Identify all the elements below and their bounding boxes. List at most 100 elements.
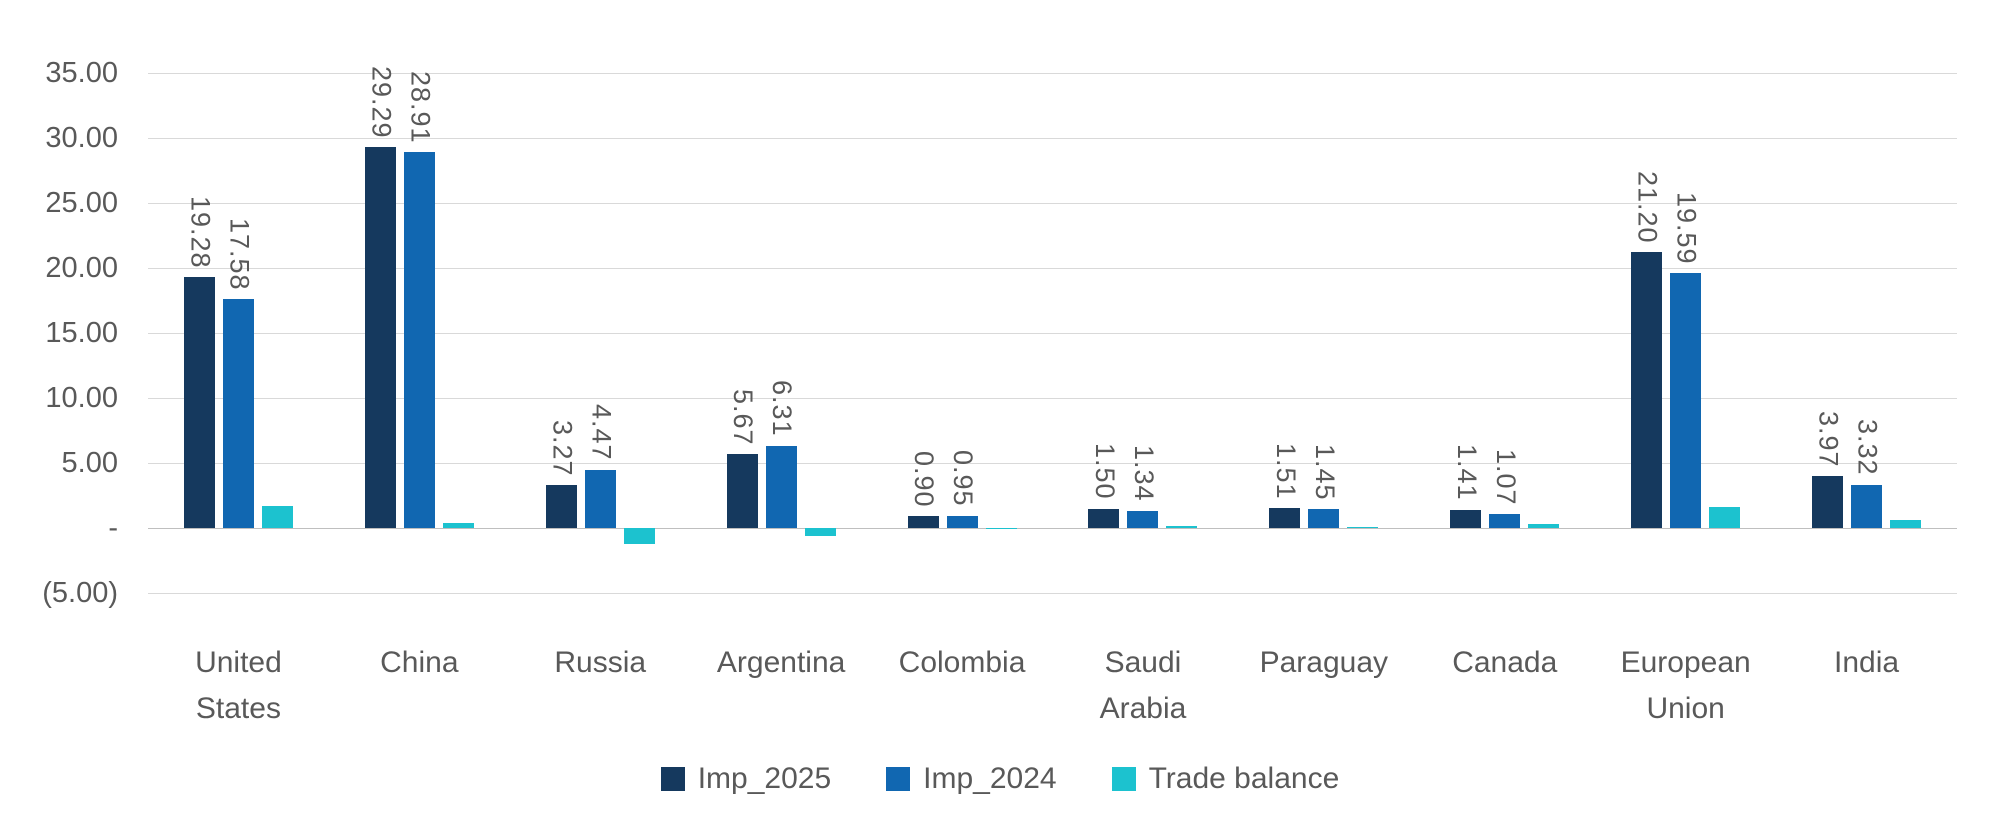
y-axis-tick-label: -	[108, 512, 118, 544]
x-axis-tick-label-line: Colombia	[898, 646, 1026, 679]
bar-imp-2024-paraguay	[1308, 509, 1340, 528]
data-label: 1.51	[1270, 442, 1301, 500]
bar-trade-balance-russia	[623, 528, 655, 544]
y-axis-tick-label: 5.00	[61, 447, 118, 479]
bar-imp-2024-russia	[584, 469, 616, 528]
x-axis-tick-label: Saudi Arabia	[1053, 640, 1234, 732]
x-axis-tick-label-line: Arabia	[1099, 692, 1187, 725]
y-axis-tick-label: 30.00	[45, 122, 118, 154]
legend-swatch-icon	[660, 767, 685, 791]
zero-axis-line	[148, 527, 1957, 529]
bar-imp-2024-united-states	[222, 299, 254, 528]
gridline	[148, 332, 1957, 334]
data-label: 19.28	[185, 195, 216, 269]
legend-label: Imp_2024	[923, 762, 1057, 795]
bar-imp-2025-argentina	[726, 454, 758, 528]
bar-imp-2024-canada	[1489, 514, 1521, 528]
x-axis-tick-label: India	[1776, 640, 1957, 686]
legend-label: Imp_2025	[697, 762, 832, 795]
gridline	[148, 72, 1957, 74]
bar-trade-balance-united-states	[261, 505, 293, 528]
data-label: 4.47	[586, 404, 617, 461]
bar-imp-2025-paraguay	[1269, 508, 1301, 528]
gridline	[148, 137, 1957, 139]
y-axis-tick-label: (5.00)	[42, 577, 118, 609]
y-axis-tick-label: 10.00	[45, 382, 118, 414]
x-axis-tick-label: Russia	[510, 640, 691, 686]
bar-imp-2024-colombia	[946, 515, 978, 528]
bar-trade-balance-paraguay	[1347, 527, 1379, 528]
x-axis-tick-label-line: Canada	[1452, 646, 1558, 679]
x-axis-tick-label: China	[329, 640, 510, 686]
y-axis-tick-label: 15.00	[45, 317, 118, 349]
x-axis-tick-label-line: China	[380, 646, 459, 679]
bar-imp-2024-china	[403, 152, 435, 528]
bar-trade-balance-colombia	[985, 528, 1017, 529]
data-label: 17.58	[224, 217, 255, 291]
bar-imp-2025-china	[364, 147, 396, 528]
y-axis-tick-label: 35.00	[45, 57, 118, 89]
legend-item-imp-2025: Imp_2025	[660, 762, 832, 796]
x-axis-tick-label-line: Paraguay	[1259, 646, 1389, 679]
bar-trade-balance-european-union	[1709, 507, 1741, 528]
bar-imp-2024-saudi-arabia	[1127, 510, 1159, 528]
data-label: 29.29	[366, 65, 397, 139]
x-axis-tick-label-line: Union	[1646, 692, 1725, 725]
x-axis-tick-label-line: European	[1620, 646, 1751, 679]
bar-trade-balance-canada	[1528, 523, 1560, 528]
data-label: 1.45	[1309, 443, 1340, 501]
x-axis: United States China Russia Argentina Colombia…	[148, 640, 1957, 740]
data-label: 1.07	[1490, 448, 1521, 506]
data-label: 0.90	[909, 450, 940, 508]
gridline	[148, 202, 1957, 204]
x-axis-tick-label: European Union	[1595, 640, 1776, 732]
x-axis-tick-label: Colombia	[872, 640, 1053, 686]
data-label: 21.20	[1632, 170, 1663, 244]
gridline	[148, 397, 1957, 399]
bar-trade-balance-india	[1890, 519, 1922, 528]
bar-imp-2025-european-union	[1631, 252, 1663, 528]
gridline	[148, 592, 1957, 594]
bar-imp-2025-india	[1812, 476, 1844, 528]
x-axis-tick-label-line: Saudi	[1104, 646, 1182, 679]
data-label: 1.41	[1451, 444, 1482, 501]
data-label: 5.67	[728, 388, 759, 446]
legend-item-trade-balance: Trade balance	[1111, 762, 1339, 796]
data-label: 3.27	[547, 419, 578, 477]
data-label: 3.97	[1813, 410, 1844, 468]
x-axis-tick-label: United States	[148, 640, 329, 732]
legend-swatch-icon	[886, 767, 911, 791]
bar-imp-2025-russia	[545, 485, 577, 528]
data-label: 28.91	[405, 70, 436, 144]
x-axis-tick-label-line: States	[195, 692, 281, 725]
bar-imp-2025-canada	[1450, 509, 1482, 528]
legend-swatch-icon	[1111, 767, 1136, 791]
bar-imp-2025-colombia	[907, 516, 939, 528]
legend: Imp_2025 Imp_2024 Trade balance	[0, 762, 2000, 796]
bar-imp-2025-united-states	[183, 277, 215, 528]
x-axis-tick-label: Argentina	[691, 640, 872, 686]
x-axis-tick-label-line: Russia	[554, 646, 647, 679]
bar-imp-2024-european-union	[1670, 273, 1702, 528]
data-label: 19.59	[1671, 191, 1702, 265]
data-label: 1.34	[1128, 445, 1159, 502]
gridline	[148, 462, 1957, 464]
y-axis-tick-label: 25.00	[45, 187, 118, 219]
x-axis-tick-label-line: United	[195, 646, 282, 679]
plot-area: 19.28 17.58 29.29 28.91 3.27 4.47 5.67 6.31 0.90…	[148, 66, 1957, 594]
gridline	[148, 267, 1957, 269]
bar-imp-2025-saudi-arabia	[1088, 508, 1120, 528]
data-label: 1.50	[1089, 442, 1120, 500]
x-axis-tick-label: Paraguay	[1233, 640, 1414, 686]
bar-imp-2024-india	[1851, 484, 1883, 528]
data-label: 6.31	[767, 380, 798, 437]
y-axis: 35.00 30.00 25.00 20.00 15.00 10.00 5.00 - (5.00…	[0, 59, 118, 608]
bar-trade-balance-saudi-arabia	[1166, 525, 1198, 528]
x-axis-tick-label-line: Argentina	[716, 646, 846, 679]
legend-item-imp-2024: Imp_2024	[886, 762, 1057, 796]
data-label: 0.95	[948, 450, 979, 507]
data-label: 3.32	[1852, 419, 1883, 476]
x-axis-tick-label: Canada	[1414, 640, 1595, 686]
bar-trade-balance-china	[442, 523, 474, 528]
